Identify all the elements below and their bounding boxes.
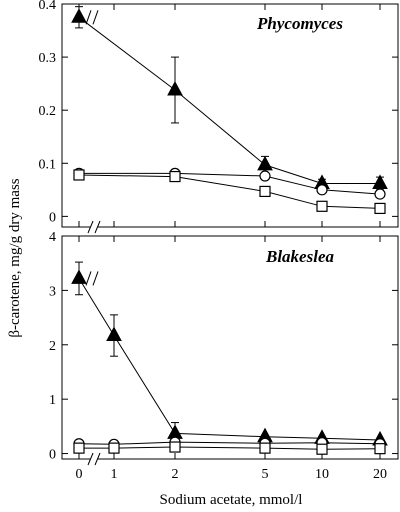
axis-break-gap <box>90 457 98 461</box>
x-tick-label: 5 <box>262 467 269 482</box>
square-marker <box>374 443 386 455</box>
series-line <box>78 174 381 209</box>
triangle-marker <box>167 424 183 439</box>
panel-title: Blakeslea <box>265 247 334 266</box>
y-tick-label: 1 <box>49 393 56 408</box>
y-tick-label: 2 <box>49 339 56 354</box>
line-break-mark <box>85 271 92 286</box>
axis-break-mark <box>94 220 101 234</box>
x-tick-label: 0 <box>76 467 83 482</box>
panel-title: Phycomyces <box>256 14 343 33</box>
y-tick-label: 4 <box>49 230 56 245</box>
y-axis-title: β-carotene, mg/g dry mass <box>7 178 23 337</box>
blakeslea-panel: Blakeslea 0 1 2 3 4 0 1 2 5 10 20 <box>49 230 399 482</box>
x-tick-label: 10 <box>315 467 329 482</box>
y-tick-label: 0 <box>49 210 56 225</box>
triangle-marker <box>71 8 87 23</box>
line-break-gap <box>88 11 96 24</box>
x-tick-label: 20 <box>373 467 387 482</box>
line-break-mark <box>92 271 99 286</box>
y-tick-label: 0.3 <box>39 51 57 66</box>
axis-break-mark <box>94 452 101 466</box>
series-line <box>78 278 381 441</box>
circle-marker <box>316 184 328 196</box>
square-marker <box>73 169 85 181</box>
series-line <box>78 16 380 184</box>
y-tick-label: 0.1 <box>39 157 57 172</box>
plot-frame <box>61 235 399 460</box>
triangle-marker <box>372 174 388 189</box>
axis-break-mark <box>87 452 94 466</box>
square-marker <box>374 202 386 215</box>
square-marker <box>259 185 271 198</box>
y-tick-label: 3 <box>49 284 56 299</box>
axis-break-gap <box>90 225 98 229</box>
x-tick-label: 2 <box>172 467 179 482</box>
triangle-marker <box>257 155 273 171</box>
square-marker <box>316 443 328 455</box>
square-marker <box>108 442 120 454</box>
series-line <box>79 446 381 450</box>
line-break-gap <box>88 272 96 285</box>
y-tick-label: 0.4 <box>39 0 57 13</box>
triangle-marker <box>167 80 183 96</box>
square-marker <box>169 441 181 453</box>
x-axis-title: Sodium acetate, mmol/l <box>160 492 303 508</box>
phycomyces-panel: Phycomyces 0 0.1 0.2 0.3 0.4 <box>39 0 399 234</box>
triangle-marker <box>71 269 87 284</box>
square-marker <box>169 170 181 183</box>
line-break-mark <box>92 10 99 25</box>
circle-marker <box>259 170 271 182</box>
y-tick-label: 0 <box>49 448 56 463</box>
series-line <box>78 441 381 445</box>
square-marker <box>316 200 328 212</box>
axis-break-mark <box>87 220 94 234</box>
x-tick-label: 1 <box>111 467 118 482</box>
circle-marker <box>374 188 386 200</box>
line-break-mark <box>85 10 92 25</box>
triangle-marker <box>106 326 122 342</box>
square-marker <box>73 442 85 454</box>
plot-frame <box>61 3 399 228</box>
y-tick-label: 0.2 <box>39 104 57 119</box>
square-marker <box>259 442 271 454</box>
